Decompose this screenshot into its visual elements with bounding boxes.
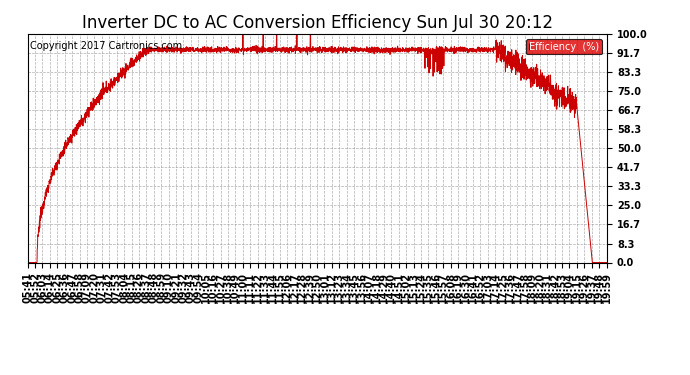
Text: Copyright 2017 Cartronics.com: Copyright 2017 Cartronics.com	[30, 40, 183, 51]
Legend: Efficiency  (%): Efficiency (%)	[526, 39, 602, 54]
Title: Inverter DC to AC Conversion Efficiency Sun Jul 30 20:12: Inverter DC to AC Conversion Efficiency …	[82, 14, 553, 32]
